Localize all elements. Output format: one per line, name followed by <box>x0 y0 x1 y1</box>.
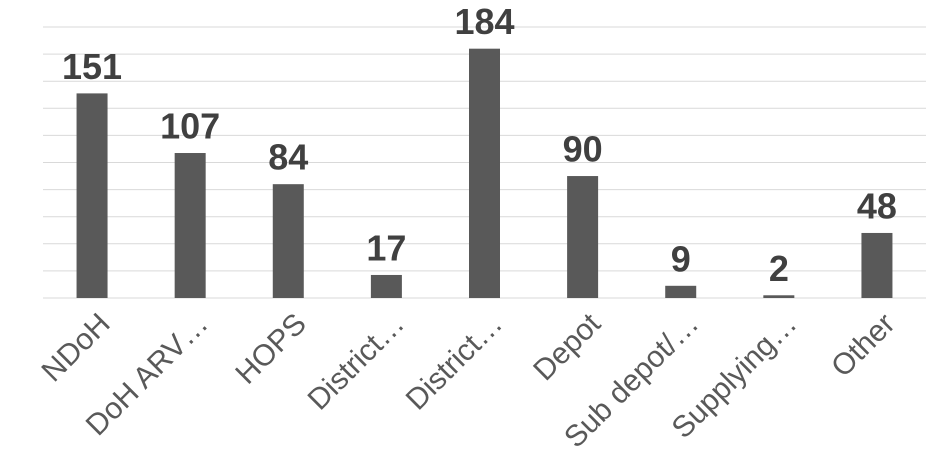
bar <box>665 285 697 298</box>
x-tick-label: District… <box>400 307 509 416</box>
bar <box>567 176 599 298</box>
data-label: 9 <box>671 238 691 279</box>
bar <box>272 184 304 298</box>
x-tick-label: NDoH <box>36 307 117 388</box>
bar <box>174 153 206 298</box>
x-tick-label: HOPS <box>229 307 312 390</box>
bar <box>370 274 402 298</box>
data-label: 90 <box>563 129 603 170</box>
x-tick-label: Depot <box>527 307 607 387</box>
x-tick-label: District… <box>302 307 411 416</box>
data-label: 107 <box>160 106 220 147</box>
bar <box>76 93 108 299</box>
bar <box>469 48 500 299</box>
bar <box>763 295 795 298</box>
data-label: 17 <box>366 227 406 268</box>
data-label: 184 <box>454 1 514 42</box>
data-label: 151 <box>62 46 122 87</box>
data-label: 2 <box>769 248 789 289</box>
data-label: 84 <box>268 137 308 178</box>
bar <box>861 232 893 298</box>
x-tick-label: Other <box>825 307 901 383</box>
data-label: 48 <box>857 185 897 226</box>
